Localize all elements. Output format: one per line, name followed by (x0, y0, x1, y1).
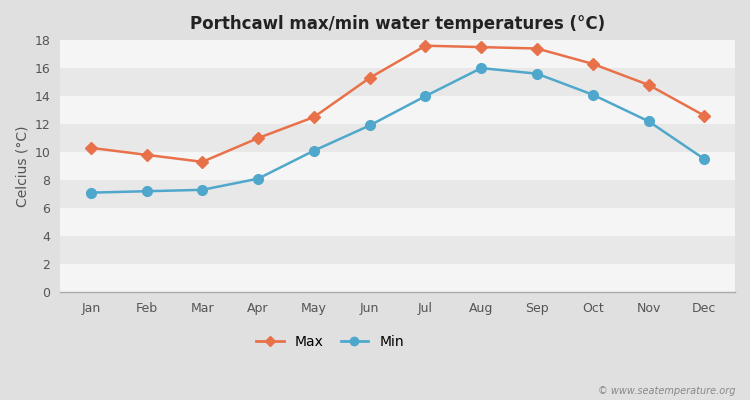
Bar (60, 40, 735, 68)
Bar (60, 264, 735, 292)
Bar (60, 124, 735, 152)
Bar (60, 208, 735, 236)
Legend: Max, Min: Max, Min (251, 329, 410, 354)
Bar (60, 236, 735, 264)
Bar (60, 152, 735, 180)
Bar (60, 180, 735, 208)
Text: © www.seatemperature.org: © www.seatemperature.org (598, 386, 735, 396)
Y-axis label: Celcius (°C): Celcius (°C) (15, 125, 29, 207)
Bar (60, 68, 735, 96)
Bar (60, 96, 735, 124)
Title: Porthcawl max/min water temperatures (°C): Porthcawl max/min water temperatures (°C… (190, 15, 605, 33)
